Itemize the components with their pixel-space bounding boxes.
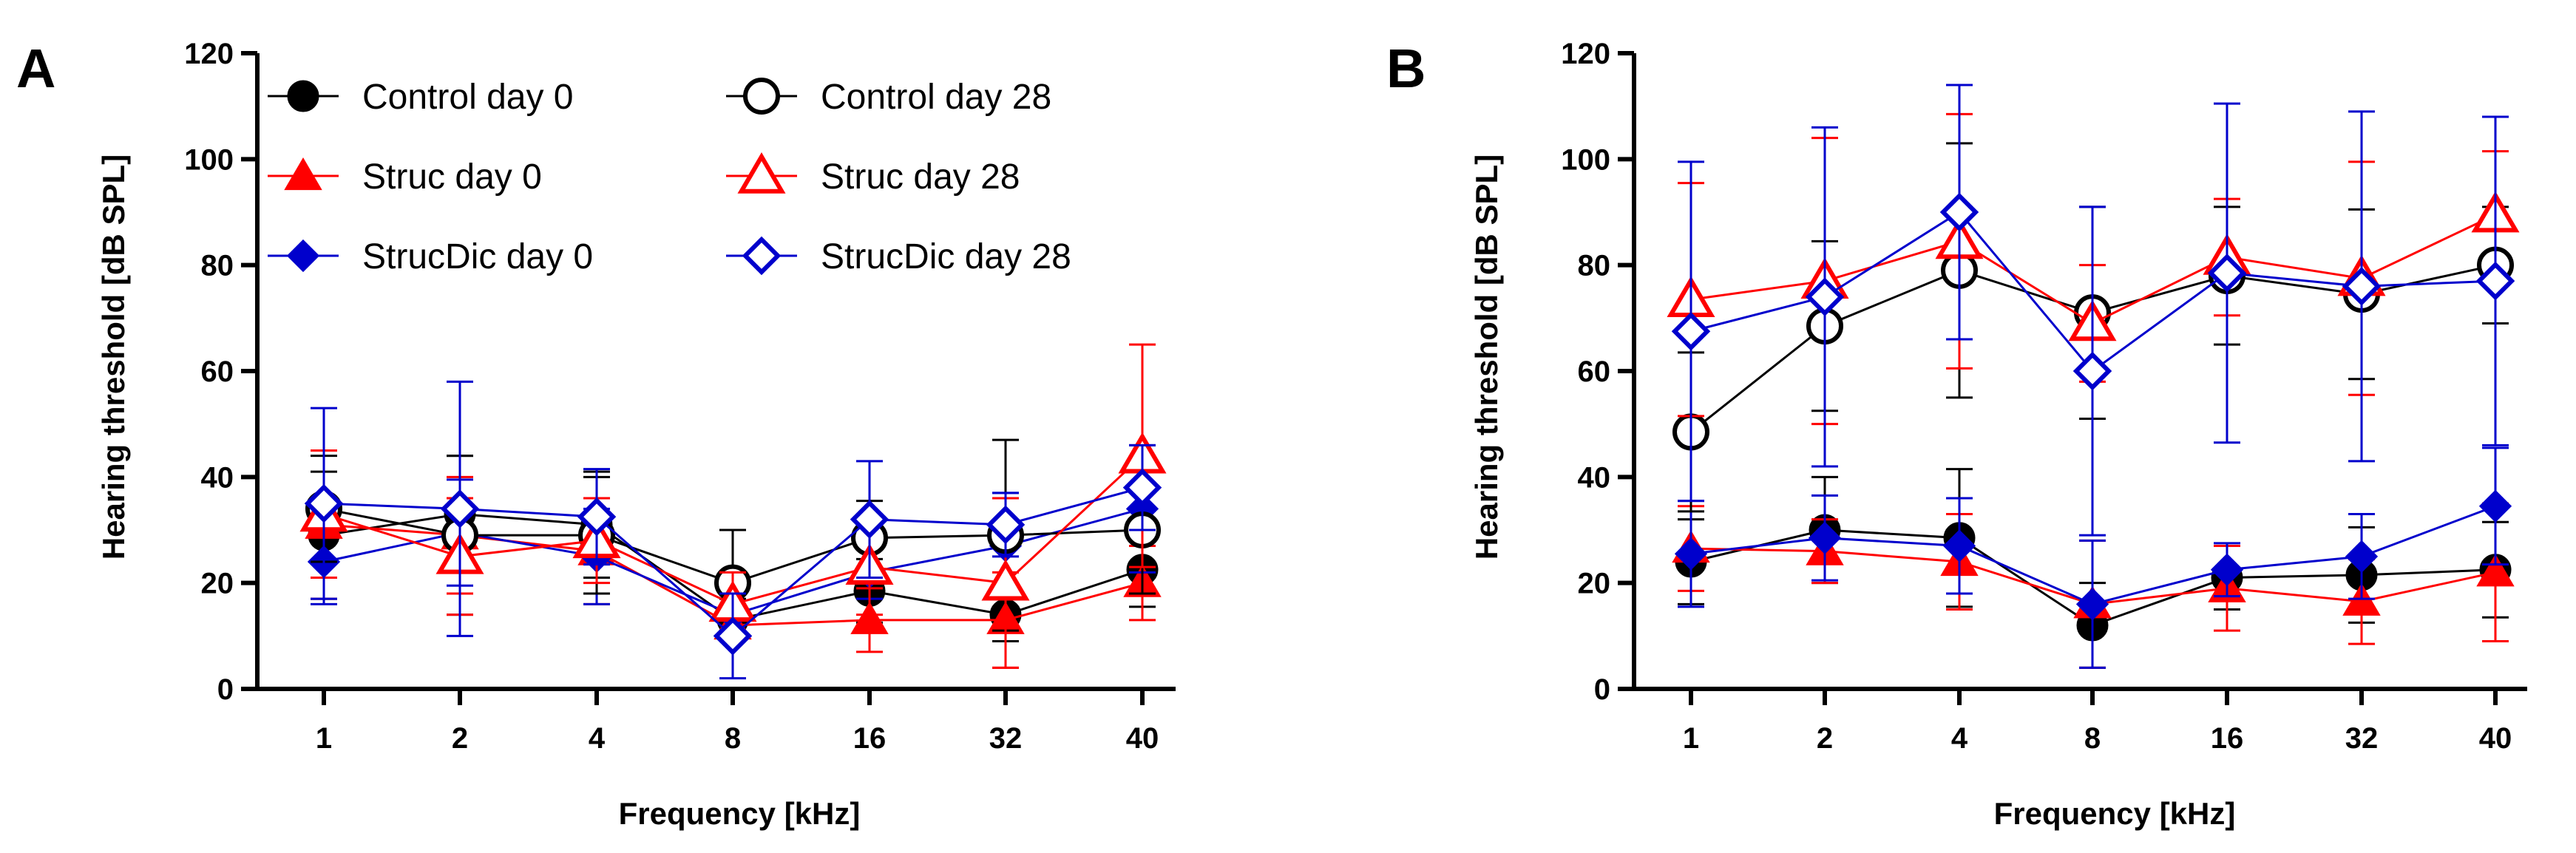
y-tick-label-a: 60 xyxy=(201,356,234,388)
legend-marker-3 xyxy=(743,78,780,115)
legend: Control day 0 Struc day 0 StrucDic day 0 Co… xyxy=(268,78,1071,276)
plot-area-b: 0 20 40 60 80 100 120 1 2 4 8 16 32 40 xyxy=(1561,38,2527,755)
x-tick-label-a: 16 xyxy=(853,722,887,755)
data-point-b-5-2 xyxy=(1939,192,1979,232)
plot-area-a: 0 20 40 60 80 100 120 1 2 4 8 16 32 40 Control day 0 St… xyxy=(184,38,1176,755)
legend-label-4: Struc day 28 xyxy=(821,157,1020,197)
data-point-a-5-0 xyxy=(304,483,344,523)
x-tick-label-b: 8 xyxy=(2084,722,2101,755)
legend-marker-0 xyxy=(287,80,319,112)
y-tick-label-a: 0 xyxy=(217,673,234,706)
legend-marker-2 xyxy=(286,239,320,273)
x-tick-label-b: 40 xyxy=(2479,722,2512,755)
x-tick-label-b: 32 xyxy=(2345,722,2379,755)
data-point-b-5-6 xyxy=(2475,261,2515,301)
x-tick-label-b: 2 xyxy=(1817,722,1833,755)
data-point-a-1-4 xyxy=(850,601,889,634)
data-point-b-5-1 xyxy=(1805,277,1845,316)
data-point-a-5-3 xyxy=(713,616,753,656)
y-tick-label-a: 40 xyxy=(201,461,234,494)
data-point-b-2-1 xyxy=(1808,521,1842,554)
data-point-a-5-5 xyxy=(986,505,1026,545)
y-tick-label-b: 120 xyxy=(1561,38,1610,70)
legend-label-0: Control day 0 xyxy=(362,78,574,117)
data-point-b-5-5 xyxy=(2342,267,2382,306)
legend-marker-5 xyxy=(742,236,782,276)
y-axis-title-b: Hearing threshold [dB SPL] xyxy=(1469,154,1504,560)
data-point-b-5-0 xyxy=(1671,312,1711,351)
data-point-a-5-4 xyxy=(850,500,889,539)
y-tick-label-b: 80 xyxy=(1578,250,1611,282)
y-tick-label-b: 60 xyxy=(1578,356,1611,388)
legend-item-4: Struc day 28 xyxy=(726,152,1020,197)
y-axis-title-a: Hearing threshold [dB SPL] xyxy=(96,154,131,560)
y-tick-label-a: 20 xyxy=(201,568,234,600)
data-point-a-4-5 xyxy=(981,559,1030,601)
y-tick-label-b: 0 xyxy=(1594,673,1610,706)
y-tick-label-a: 120 xyxy=(184,38,234,70)
legend-label-1: Struc day 0 xyxy=(362,157,542,197)
x-axis-title-a: Frequency [kHz] xyxy=(619,796,861,831)
x-tick-label-a: 1 xyxy=(316,722,332,755)
data-point-a-5-1 xyxy=(440,489,480,529)
legend-item-3: Control day 28 xyxy=(726,78,1051,117)
data-point-b-5-4 xyxy=(2207,254,2247,293)
series-a-5 xyxy=(304,380,1162,680)
panel-a: A Hearing threshold [dB SPL] Frequency [… xyxy=(16,38,1176,831)
data-point-b-2-4 xyxy=(2210,553,2244,586)
x-tick-label-b: 4 xyxy=(1951,722,1968,755)
x-tick-label-a: 2 xyxy=(452,722,468,755)
panel-b: B Hearing threshold [dB SPL] Frequency [… xyxy=(1386,38,2527,831)
series-b-5 xyxy=(1671,84,2515,537)
x-tick-label-b: 16 xyxy=(2211,722,2244,755)
x-tick-label-a: 4 xyxy=(589,722,606,755)
legend-marker-4 xyxy=(737,152,786,194)
legend-label-5: StrucDic day 28 xyxy=(821,237,1071,276)
x-tick-label-a: 32 xyxy=(989,722,1023,755)
x-tick-label-a: 40 xyxy=(1126,722,1159,755)
data-point-b-2-6 xyxy=(2478,489,2512,523)
legend-item-0: Control day 0 xyxy=(268,78,574,117)
x-tick-label-b: 1 xyxy=(1683,722,1699,755)
y-tick-label-a: 100 xyxy=(184,143,234,176)
data-point-a-5-6 xyxy=(1122,468,1162,507)
data-point-b-2-5 xyxy=(2345,540,2379,573)
legend-item-2: StrucDic day 0 xyxy=(268,237,593,276)
y-tick-label-a: 80 xyxy=(201,250,234,282)
x-tick-label-a: 8 xyxy=(725,722,741,755)
legend-label-3: Control day 28 xyxy=(821,78,1051,117)
data-point-b-1-6 xyxy=(2476,554,2515,587)
series-b-2 xyxy=(1674,446,2512,669)
panel-letter-a: A xyxy=(16,38,55,99)
x-axis-title-b: Frequency [kHz] xyxy=(1994,796,2236,831)
y-tick-label-b: 100 xyxy=(1561,143,1610,176)
data-point-b-2-2 xyxy=(1942,529,1976,563)
y-tick-label-b: 20 xyxy=(1578,568,1611,600)
panel-letter-b: B xyxy=(1386,38,1426,99)
legend-item-1: Struc day 0 xyxy=(268,157,542,197)
data-point-a-5-2 xyxy=(577,497,617,537)
legend-marker-1 xyxy=(284,157,322,191)
data-point-b-5-3 xyxy=(2072,351,2112,391)
legend-label-2: StrucDic day 0 xyxy=(362,237,593,276)
data-point-b-2-0 xyxy=(1674,537,1708,571)
y-tick-label-b: 40 xyxy=(1578,461,1611,494)
legend-item-5: StrucDic day 28 xyxy=(726,236,1071,276)
data-point-b-2-3 xyxy=(2075,588,2109,621)
